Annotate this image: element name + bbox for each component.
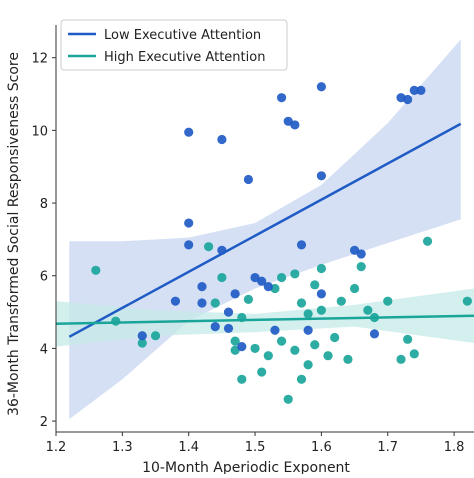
data-point-high — [243, 294, 254, 304]
data-point-high — [276, 336, 287, 346]
data-point-low — [316, 82, 326, 92]
data-point-low — [197, 298, 207, 308]
data-point-high — [237, 374, 247, 384]
data-point-low — [257, 276, 267, 286]
data-point-low — [223, 323, 234, 334]
data-point-high — [283, 394, 293, 404]
data-point-high — [217, 272, 227, 283]
y-tick-label: 2 — [40, 415, 48, 430]
data-point-low — [243, 174, 254, 185]
y-tick-label: 4 — [40, 342, 48, 357]
data-point-high — [383, 296, 393, 306]
data-point-low — [210, 322, 220, 332]
data-point-low — [197, 282, 207, 292]
data-point-high — [349, 283, 360, 294]
data-point-high — [316, 263, 326, 274]
data-points — [91, 82, 472, 404]
data-point-high — [263, 351, 273, 361]
data-point-high — [330, 332, 340, 343]
data-point-high — [296, 298, 307, 308]
data-point-high — [250, 343, 260, 354]
data-point-low — [270, 325, 280, 335]
data-point-high — [396, 354, 406, 364]
y-axis-label: 36-Month Transformed Social Responsivene… — [6, 52, 22, 416]
data-point-low — [403, 94, 413, 105]
data-point-low — [230, 289, 240, 299]
data-point-high — [296, 374, 307, 384]
data-point-low — [276, 93, 287, 103]
data-point-low — [170, 296, 181, 306]
data-point-high — [303, 309, 313, 319]
data-point-low — [296, 240, 307, 250]
data-point-low — [416, 85, 426, 96]
data-point-high — [356, 262, 366, 272]
x-tick-label: 1.6 — [311, 440, 332, 455]
data-point-high — [290, 269, 300, 279]
data-point-high — [462, 296, 472, 306]
axes — [55, 25, 474, 433]
x-tick-label: 1.8 — [444, 440, 465, 455]
x-tick-label: 1.2 — [46, 440, 67, 455]
x-axis-label: 10-Month Aperiodic Exponent — [142, 460, 350, 474]
data-point-low — [217, 245, 227, 255]
regression-line-high — [55, 314, 474, 325]
y-tick-label: 6 — [40, 270, 48, 285]
data-point-low — [263, 282, 273, 292]
y-tick-label: 10 — [31, 124, 48, 139]
data-point-high — [310, 340, 320, 350]
data-point-high — [363, 305, 373, 315]
data-point-high — [237, 312, 247, 323]
data-point-low — [184, 127, 194, 137]
confidence-band-high — [56, 288, 474, 347]
x-tick-label: 1.4 — [178, 440, 199, 455]
data-point-low — [316, 289, 326, 299]
data-point-low — [237, 342, 247, 352]
data-point-high — [91, 265, 101, 275]
data-point-high — [369, 312, 380, 323]
data-point-low — [303, 325, 313, 335]
data-point-low — [223, 307, 234, 317]
data-point-high — [257, 367, 267, 377]
data-point-high — [276, 272, 287, 283]
legend: Low Executive Attention High Executive A… — [60, 19, 288, 71]
data-point-high — [310, 280, 320, 290]
x-tick-label: 1.7 — [377, 440, 398, 455]
x-tick-label: 1.5 — [245, 440, 266, 455]
data-point-low — [217, 134, 227, 145]
legend-label-low: Low Executive Attention — [104, 28, 261, 43]
data-point-high — [210, 298, 220, 308]
x-tick-label: 1.3 — [112, 440, 133, 455]
data-point-low — [184, 240, 194, 250]
tick-labels: 1.2 1.3 1.4 1.5 1.6 1.7 1.8 2 4 6 8 10 12 — [31, 52, 464, 455]
data-point-high — [336, 296, 346, 306]
data-point-high — [230, 336, 240, 346]
data-point-low — [369, 329, 380, 339]
data-point-high — [409, 349, 419, 359]
data-point-high — [204, 242, 214, 252]
data-point-low — [356, 249, 366, 259]
legend-label-high: High Executive Attention — [104, 50, 265, 65]
data-point-high — [303, 360, 313, 370]
data-point-high — [403, 334, 413, 344]
y-tick-label: 8 — [40, 197, 48, 212]
data-point-high — [422, 236, 433, 246]
data-point-low — [137, 331, 147, 341]
data-point-low — [409, 85, 419, 96]
data-point-high — [137, 338, 147, 348]
data-point-low — [184, 218, 194, 228]
legend-box — [60, 19, 288, 71]
data-point-low — [316, 171, 326, 181]
y-tick-label: 12 — [31, 52, 48, 67]
data-point-high — [290, 345, 300, 355]
data-point-high — [323, 351, 333, 361]
regression-lines — [55, 122, 474, 338]
data-point-high — [316, 305, 326, 315]
regression-line-low — [68, 122, 462, 338]
data-point-high — [111, 316, 121, 326]
data-point-high — [343, 354, 353, 364]
data-point-high — [150, 331, 161, 341]
data-point-low — [290, 120, 300, 130]
